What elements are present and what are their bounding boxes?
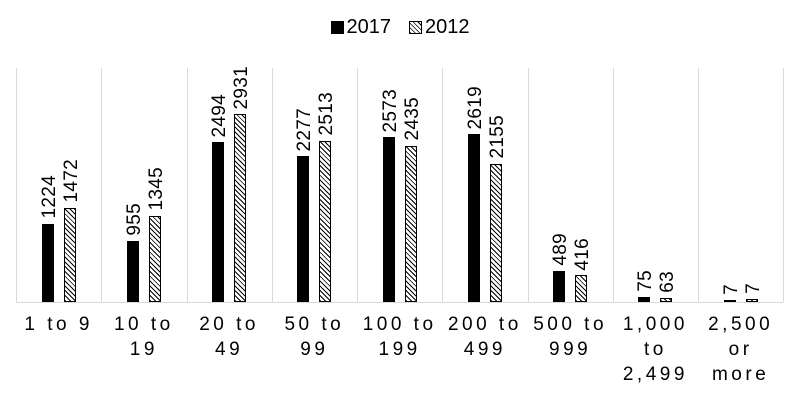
bar-value-label: 7 bbox=[720, 284, 742, 295]
gridline bbox=[698, 68, 699, 302]
bar-2017-cat2 bbox=[212, 142, 225, 302]
bar-2017-cat1 bbox=[126, 240, 139, 302]
category-label: 1 to 9 bbox=[24, 314, 93, 335]
bar-2017-cat3 bbox=[297, 156, 310, 302]
gridline bbox=[357, 68, 358, 302]
bar-2012-cat4 bbox=[404, 145, 417, 302]
bar-value-label: 2277 bbox=[294, 107, 316, 152]
bar-value-label: 63 bbox=[657, 271, 679, 293]
bar-2017-cat6 bbox=[553, 270, 566, 302]
category-label: 50 to 99 bbox=[284, 314, 345, 360]
category-label: 500 to 999 bbox=[533, 314, 608, 360]
bar-2012-cat7 bbox=[660, 297, 673, 302]
legend-item-2012: 2012 bbox=[409, 16, 470, 38]
bar-value-label: 7 bbox=[742, 283, 764, 294]
category-label: 2,500 or more bbox=[708, 314, 774, 385]
chart-legend: 2017 2012 bbox=[0, 16, 800, 38]
bar-value-label: 2513 bbox=[316, 92, 338, 136]
bar-value-label: 2573 bbox=[379, 88, 401, 133]
bar-2012-cat6 bbox=[575, 275, 588, 302]
bar-value-label: 1472 bbox=[60, 159, 82, 203]
gridline bbox=[186, 68, 188, 302]
bar-value-label: 2494 bbox=[209, 93, 231, 138]
bar-value-label: 2435 bbox=[401, 97, 423, 141]
legend-label-2017: 2017 bbox=[346, 16, 392, 38]
bar-2012-cat8 bbox=[745, 299, 758, 302]
category-label: 200 to 499 bbox=[447, 314, 522, 360]
bar-value-label: 2619 bbox=[464, 85, 486, 130]
gridline bbox=[16, 68, 17, 302]
gridline bbox=[527, 68, 529, 302]
bar-2017-cat5 bbox=[467, 134, 480, 302]
category-label: 10 to 19 bbox=[113, 314, 174, 360]
bar-value-label: 955 bbox=[123, 203, 145, 236]
bar-value-label: 1224 bbox=[38, 175, 60, 219]
category-label: 100 to 199 bbox=[362, 314, 437, 360]
gridline bbox=[612, 68, 614, 302]
bar-2012-cat3 bbox=[319, 140, 332, 302]
gridline bbox=[101, 68, 103, 302]
bar-2017-cat8 bbox=[723, 300, 736, 302]
legend-swatch-2017-solid-icon bbox=[330, 20, 344, 34]
legend-swatch-2012-hatch-icon bbox=[409, 20, 422, 34]
legend-label-2012: 2012 bbox=[425, 16, 470, 38]
legend-item-2017: 2017 bbox=[330, 16, 392, 38]
bar-value-label: 75 bbox=[635, 270, 657, 293]
gridline bbox=[783, 68, 785, 302]
bar-value-label: 1345 bbox=[145, 167, 167, 211]
x-axis-line bbox=[16, 302, 784, 303]
gridline bbox=[442, 68, 444, 302]
category-label: 20 to 49 bbox=[199, 314, 259, 360]
bar-2017-cat0 bbox=[41, 223, 54, 302]
bar-2012-cat2 bbox=[234, 114, 247, 302]
bar-2017-cat7 bbox=[638, 297, 651, 302]
bar-value-label: 489 bbox=[550, 233, 572, 266]
gridline bbox=[271, 68, 273, 302]
bar-value-label: 2931 bbox=[231, 65, 253, 110]
bar-2012-cat1 bbox=[148, 215, 161, 302]
bar-2012-cat0 bbox=[63, 207, 76, 302]
bar-2017-cat4 bbox=[382, 137, 395, 302]
bar-value-label: 416 bbox=[572, 237, 594, 271]
category-label: 1,000 to 2,499 bbox=[622, 314, 688, 385]
bar-value-label: 2155 bbox=[486, 115, 508, 159]
bar-2012-cat5 bbox=[489, 163, 502, 302]
